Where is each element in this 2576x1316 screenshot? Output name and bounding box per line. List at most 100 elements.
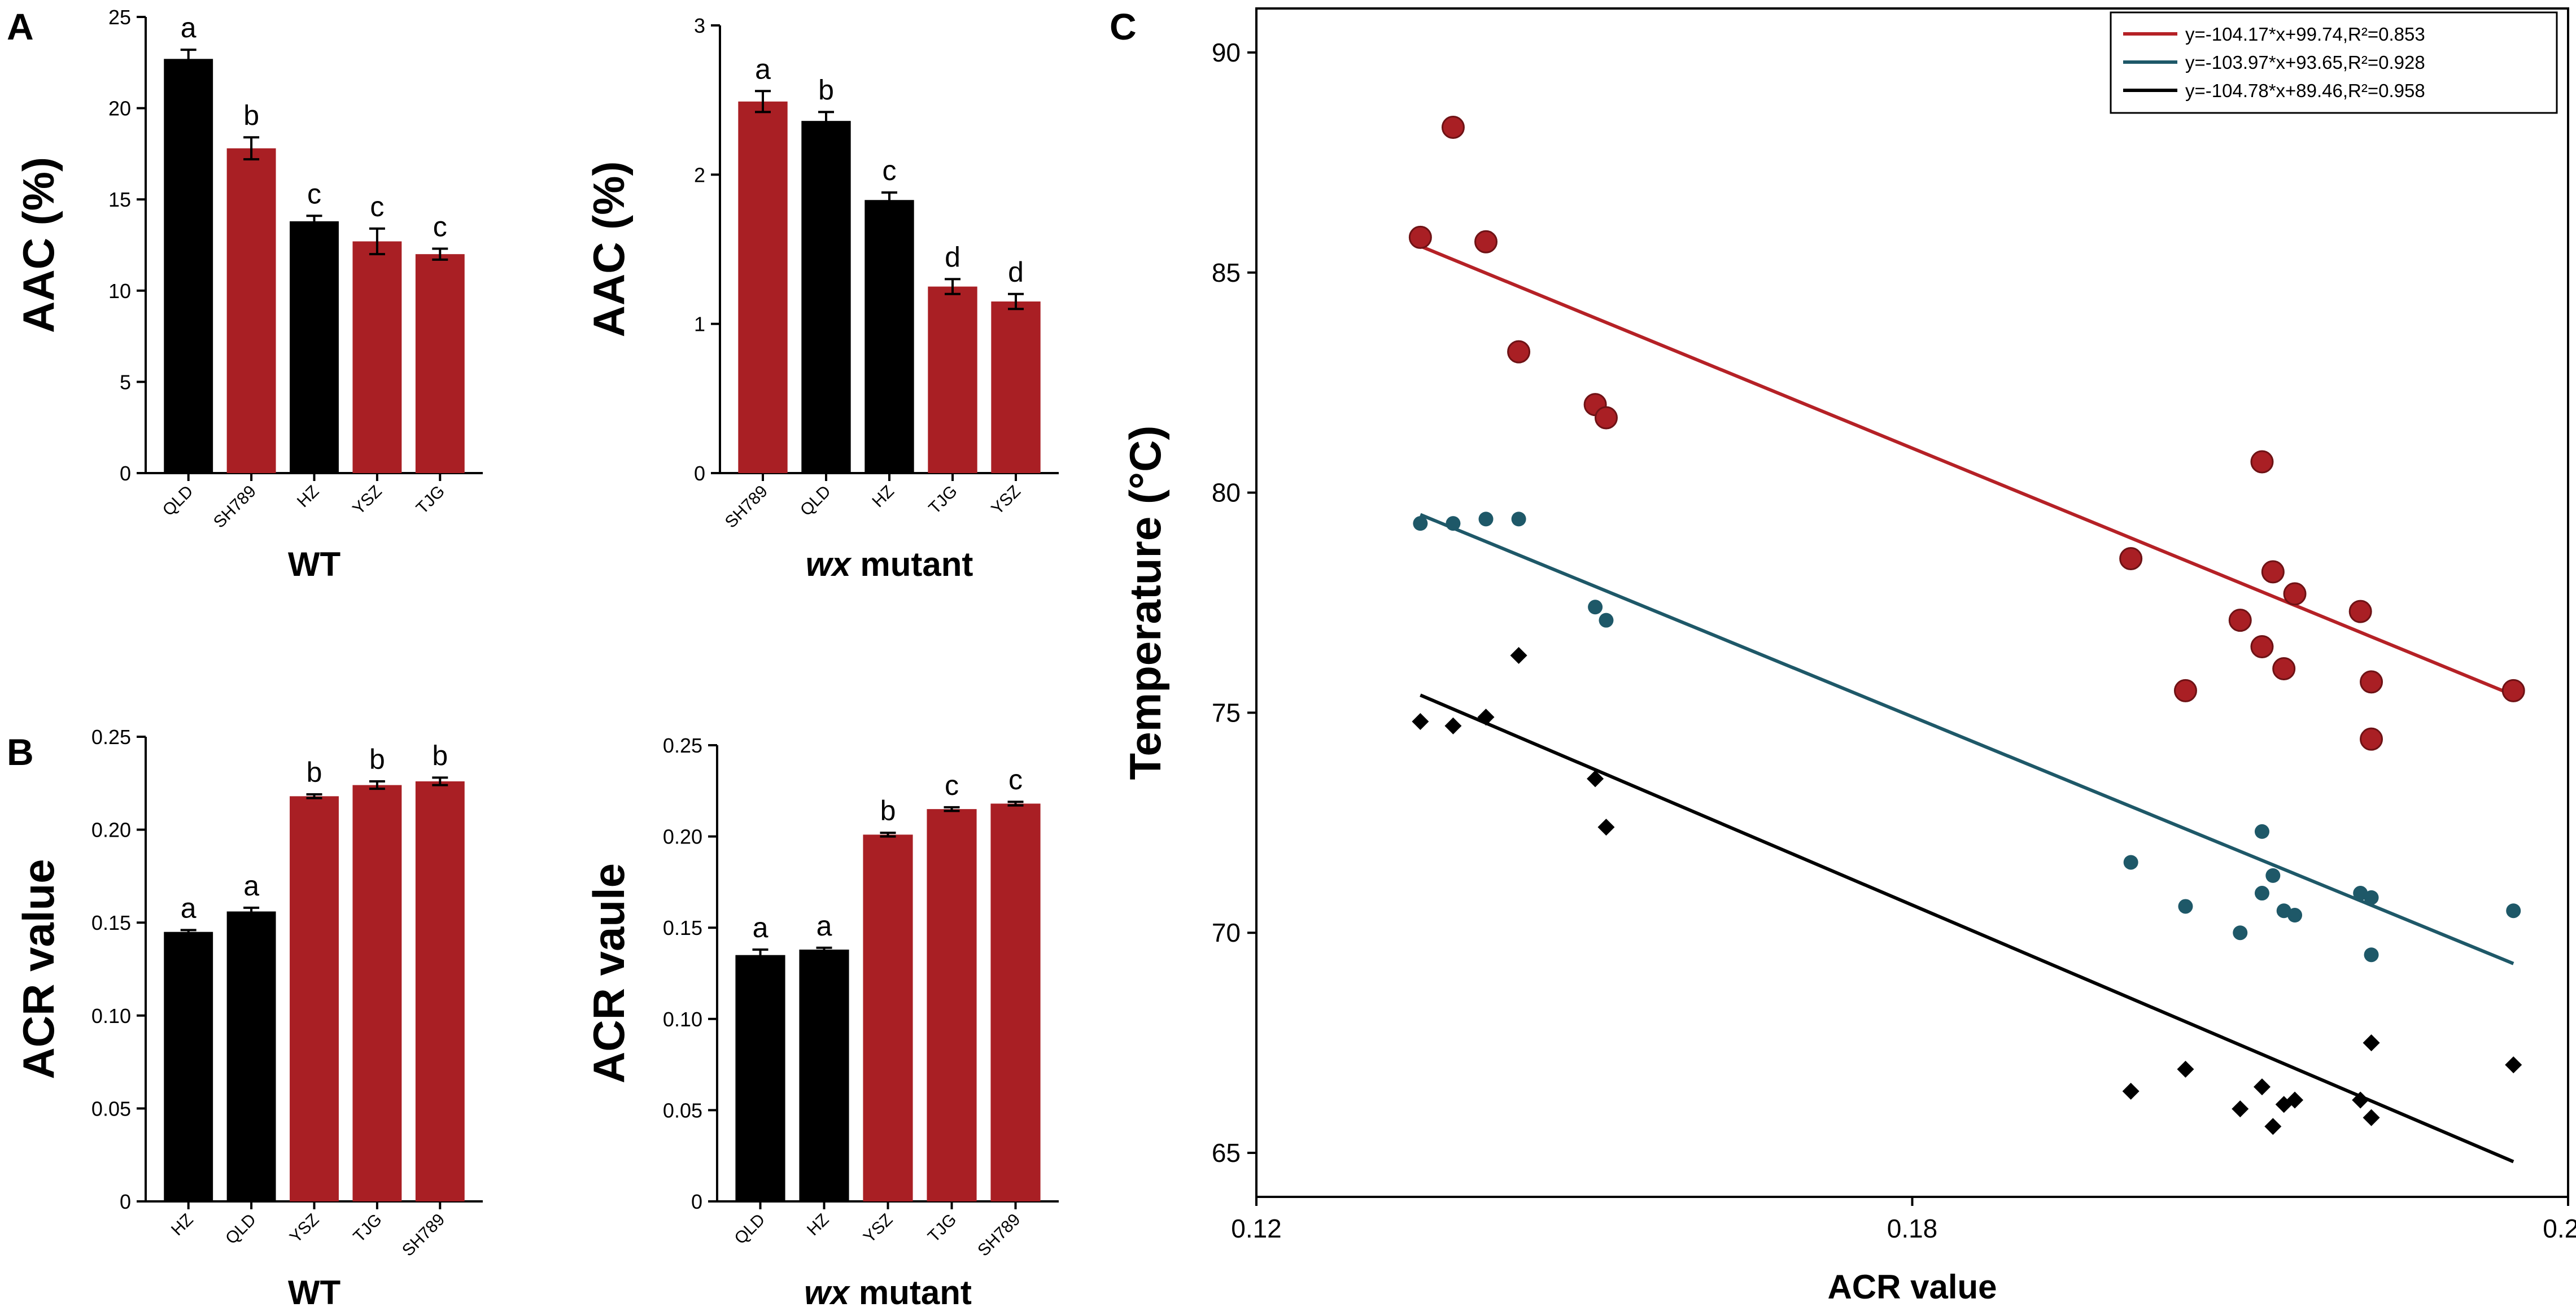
significance-letter: b — [432, 740, 448, 771]
significance-letter: b — [369, 744, 385, 775]
x-tick-label: TJG — [413, 482, 448, 518]
data-point-black — [2286, 1091, 2304, 1109]
y-tick-label: 0.15 — [91, 911, 131, 934]
bar-qld — [735, 955, 785, 1201]
data-point-red — [2501, 679, 2525, 702]
bar-qld — [801, 121, 851, 473]
significance-letter: c — [307, 178, 321, 209]
significance-letter: a — [181, 892, 197, 924]
panel-label: B — [7, 731, 34, 773]
x-tick-label: QLD — [222, 1210, 260, 1248]
bar-sh789 — [415, 781, 465, 1201]
x-tick-label: YSZ — [860, 1210, 897, 1247]
data-point-black — [2352, 1091, 2369, 1109]
data-point-black — [1412, 713, 1429, 730]
data-point-red — [2360, 727, 2383, 751]
bar-tjg — [927, 809, 977, 1201]
x-tick-label: HZ — [868, 482, 898, 511]
significance-letter: b — [880, 795, 896, 827]
legend-entry: y=-104.17*x+99.74,R²=0.853 — [2185, 24, 2425, 45]
x-axis-title: wx mutant — [804, 1274, 972, 1311]
y-tick-label: 0.05 — [663, 1099, 702, 1122]
bar-panel-1: A 0 5 10 15 20 25 AAC (%) a QLD b SH789 c HZ c YSZ c TJG W… — [7, 6, 483, 583]
x-axis-title-rest: mutant — [849, 1274, 972, 1311]
significance-letter: c — [370, 191, 384, 222]
significance-letter: b — [307, 757, 322, 788]
data-point-red — [2173, 679, 2197, 702]
y-axis-title: ACR vaule — [584, 863, 634, 1083]
y-tick-label: 0 — [694, 462, 705, 485]
x-tick-label: TJG — [350, 1210, 385, 1246]
data-point-red — [1474, 230, 1498, 253]
x-tick-label: SH789 — [722, 482, 771, 532]
data-point-red — [2228, 609, 2252, 632]
bar-qld — [226, 911, 276, 1201]
bar-sh789 — [226, 148, 276, 474]
bar-hz — [799, 949, 849, 1201]
y-axis-title: AAC (%) — [14, 157, 63, 333]
data-point-red — [2272, 657, 2296, 680]
data-point-teal — [2364, 890, 2379, 905]
bar-tjg — [415, 254, 465, 473]
fit-line-red — [1420, 244, 2514, 697]
x-tick-label: TJG — [924, 1210, 960, 1246]
bar-panel-2: 0 1 2 3 AAC (%) a SH789 b QLD c HZ d TJG d YSZ wx mutan… — [584, 14, 1059, 583]
x-axis-title-text: WT — [288, 1274, 340, 1311]
significance-letter: c — [945, 770, 959, 801]
y-tick-label: 0.20 — [663, 825, 702, 849]
fit-line-teal — [1420, 513, 2514, 965]
significance-letter: a — [755, 53, 771, 85]
legend-entry: y=-104.78*x+89.46,R²=0.958 — [2185, 80, 2425, 101]
data-point-teal — [2254, 886, 2269, 901]
data-point-red — [2250, 635, 2274, 658]
y-tick-label: 0 — [691, 1190, 702, 1213]
data-point-teal — [2178, 899, 2193, 914]
x-tick-label: 0.24 — [2543, 1214, 2576, 1243]
data-point-black — [2253, 1078, 2271, 1096]
y-tick-label: 0.05 — [91, 1097, 131, 1120]
y-tick-label: 75 — [1212, 698, 1241, 727]
y-tick-label: 3 — [694, 14, 705, 37]
data-point-red — [1408, 225, 1432, 249]
x-tick-label: HZ — [168, 1210, 197, 1240]
bar-hz — [865, 200, 914, 473]
y-tick-label: 15 — [108, 188, 131, 211]
x-tick-label: HZ — [804, 1210, 833, 1240]
y-tick-label: 65 — [1212, 1138, 1241, 1168]
y-tick-label: 0.15 — [663, 916, 702, 939]
data-point-black — [2363, 1109, 2380, 1126]
fit-line-black — [1420, 693, 2514, 1164]
x-tick-label: YSZ — [286, 1210, 323, 1247]
data-point-red — [2348, 600, 2372, 623]
y-tick-label: 0 — [120, 1190, 131, 1213]
x-tick-label: TJG — [925, 482, 961, 518]
data-point-black — [2122, 1082, 2140, 1100]
x-tick-label: QLD — [731, 1210, 769, 1248]
panel-label: C — [1110, 6, 1137, 47]
x-tick-label: SH789 — [399, 1210, 448, 1260]
legend-entry: y=-103.97*x+93.65,R²=0.928 — [2185, 52, 2425, 73]
x-tick-label: SH789 — [210, 482, 260, 532]
data-point-red — [1441, 116, 1465, 139]
data-point-black — [2363, 1034, 2380, 1052]
data-point-black — [2264, 1118, 2282, 1135]
data-point-teal — [1511, 511, 1526, 527]
x-axis-title-italic: wx — [804, 1274, 851, 1311]
significance-letter: b — [243, 99, 259, 131]
significance-letter: a — [817, 910, 832, 942]
significance-letter: c — [1008, 764, 1023, 795]
significance-letter: c — [433, 211, 447, 242]
data-point-teal — [2233, 925, 2248, 941]
bar-sh789 — [990, 803, 1041, 1201]
scatter-panel: C 65 70 75 80 85 90 0.12 0.18 0.24 ACR value Temper… — [1110, 6, 2576, 1306]
data-point-black — [1510, 647, 1527, 664]
y-tick-label: 2 — [694, 163, 705, 186]
data-point-red — [2250, 450, 2274, 474]
significance-letter: a — [243, 870, 259, 902]
data-point-teal — [2364, 947, 2379, 963]
x-tick-label: HZ — [294, 482, 323, 511]
significance-letter: a — [181, 12, 197, 43]
y-tick-label: 0.10 — [663, 1008, 702, 1031]
x-axis-title: ACR value — [1827, 1268, 1997, 1306]
data-point-black — [1477, 709, 1495, 726]
